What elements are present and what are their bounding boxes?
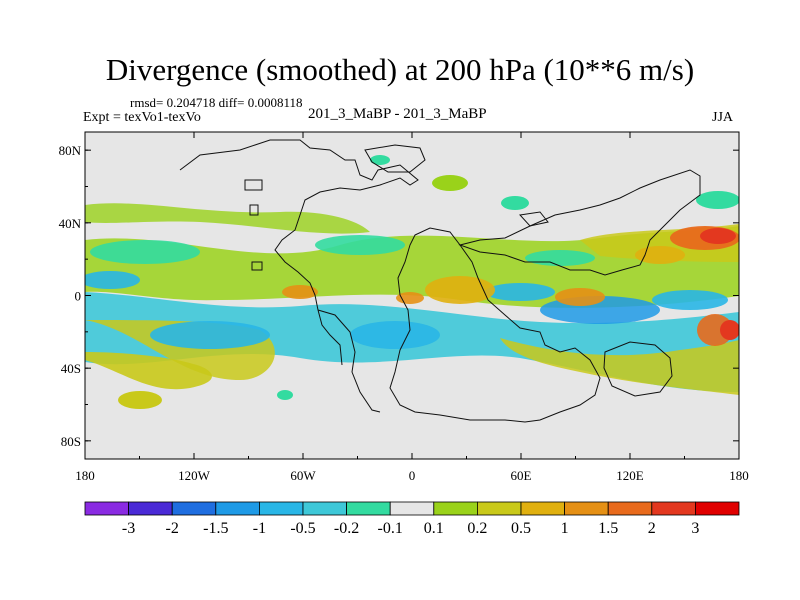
x-tick-label: 180 bbox=[75, 468, 95, 483]
colorbar-swatch bbox=[434, 502, 478, 515]
colorbar-label: -0.5 bbox=[290, 520, 315, 537]
colorbar-swatch bbox=[521, 502, 565, 515]
colorbar-swatch bbox=[129, 502, 173, 515]
x-tick-label: 120W bbox=[178, 468, 211, 483]
colorbar-swatch bbox=[347, 502, 391, 515]
colorbar-label: 1 bbox=[561, 520, 569, 537]
colorbar-swatch bbox=[652, 502, 696, 515]
y-tick-label: 40S bbox=[61, 361, 81, 376]
colorbar-swatch bbox=[608, 502, 652, 515]
divergence-map: 180 120W 60W 0 60E 120E 180 80N 40N 0 40S 80S -3 -2… bbox=[0, 0, 800, 600]
colorbar-label: -0.1 bbox=[378, 520, 403, 537]
colorbar-swatch bbox=[216, 502, 260, 515]
x-tick-label: 60W bbox=[290, 468, 316, 483]
x-tick-label: 120E bbox=[616, 468, 644, 483]
colorbar-swatch bbox=[477, 502, 521, 515]
colorbar-label: -1.5 bbox=[203, 520, 228, 537]
y-tick-label: 80S bbox=[61, 434, 81, 449]
colorbar-swatch bbox=[303, 502, 347, 515]
x-tick-label: 0 bbox=[409, 468, 416, 483]
colorbar-swatch bbox=[390, 502, 434, 515]
y-tick-label: 0 bbox=[75, 289, 82, 304]
y-tick-label: 40N bbox=[59, 216, 82, 231]
colorbar-swatch bbox=[259, 502, 303, 515]
colorbar-swatch bbox=[85, 502, 129, 515]
y-tick-label: 80N bbox=[59, 143, 82, 158]
colorbar-label: 0.1 bbox=[424, 520, 444, 537]
colorbar-swatch bbox=[695, 502, 739, 515]
colorbar-label: -1 bbox=[253, 520, 266, 537]
colorbar-swatch bbox=[565, 502, 609, 515]
x-tick-label: 60E bbox=[511, 468, 532, 483]
colorbar-label: 3 bbox=[691, 520, 699, 537]
colorbar-label: -3 bbox=[122, 520, 135, 537]
colorbar-label: 0.2 bbox=[467, 520, 487, 537]
colorbar: -3 -2 -1.5 -1 -0.5 -0.2 -0.1 0.1 0.2 0.5 1 1.5 2 3 bbox=[85, 502, 739, 537]
colorbar-label: -0.2 bbox=[334, 520, 359, 537]
colorbar-label: 1.5 bbox=[598, 520, 618, 537]
colorbar-label: -2 bbox=[166, 520, 179, 537]
colorbar-swatch bbox=[172, 502, 216, 515]
colorbar-label: 0.5 bbox=[511, 520, 531, 537]
colorbar-label: 2 bbox=[648, 520, 656, 537]
x-tick-label: 180 bbox=[729, 468, 749, 483]
